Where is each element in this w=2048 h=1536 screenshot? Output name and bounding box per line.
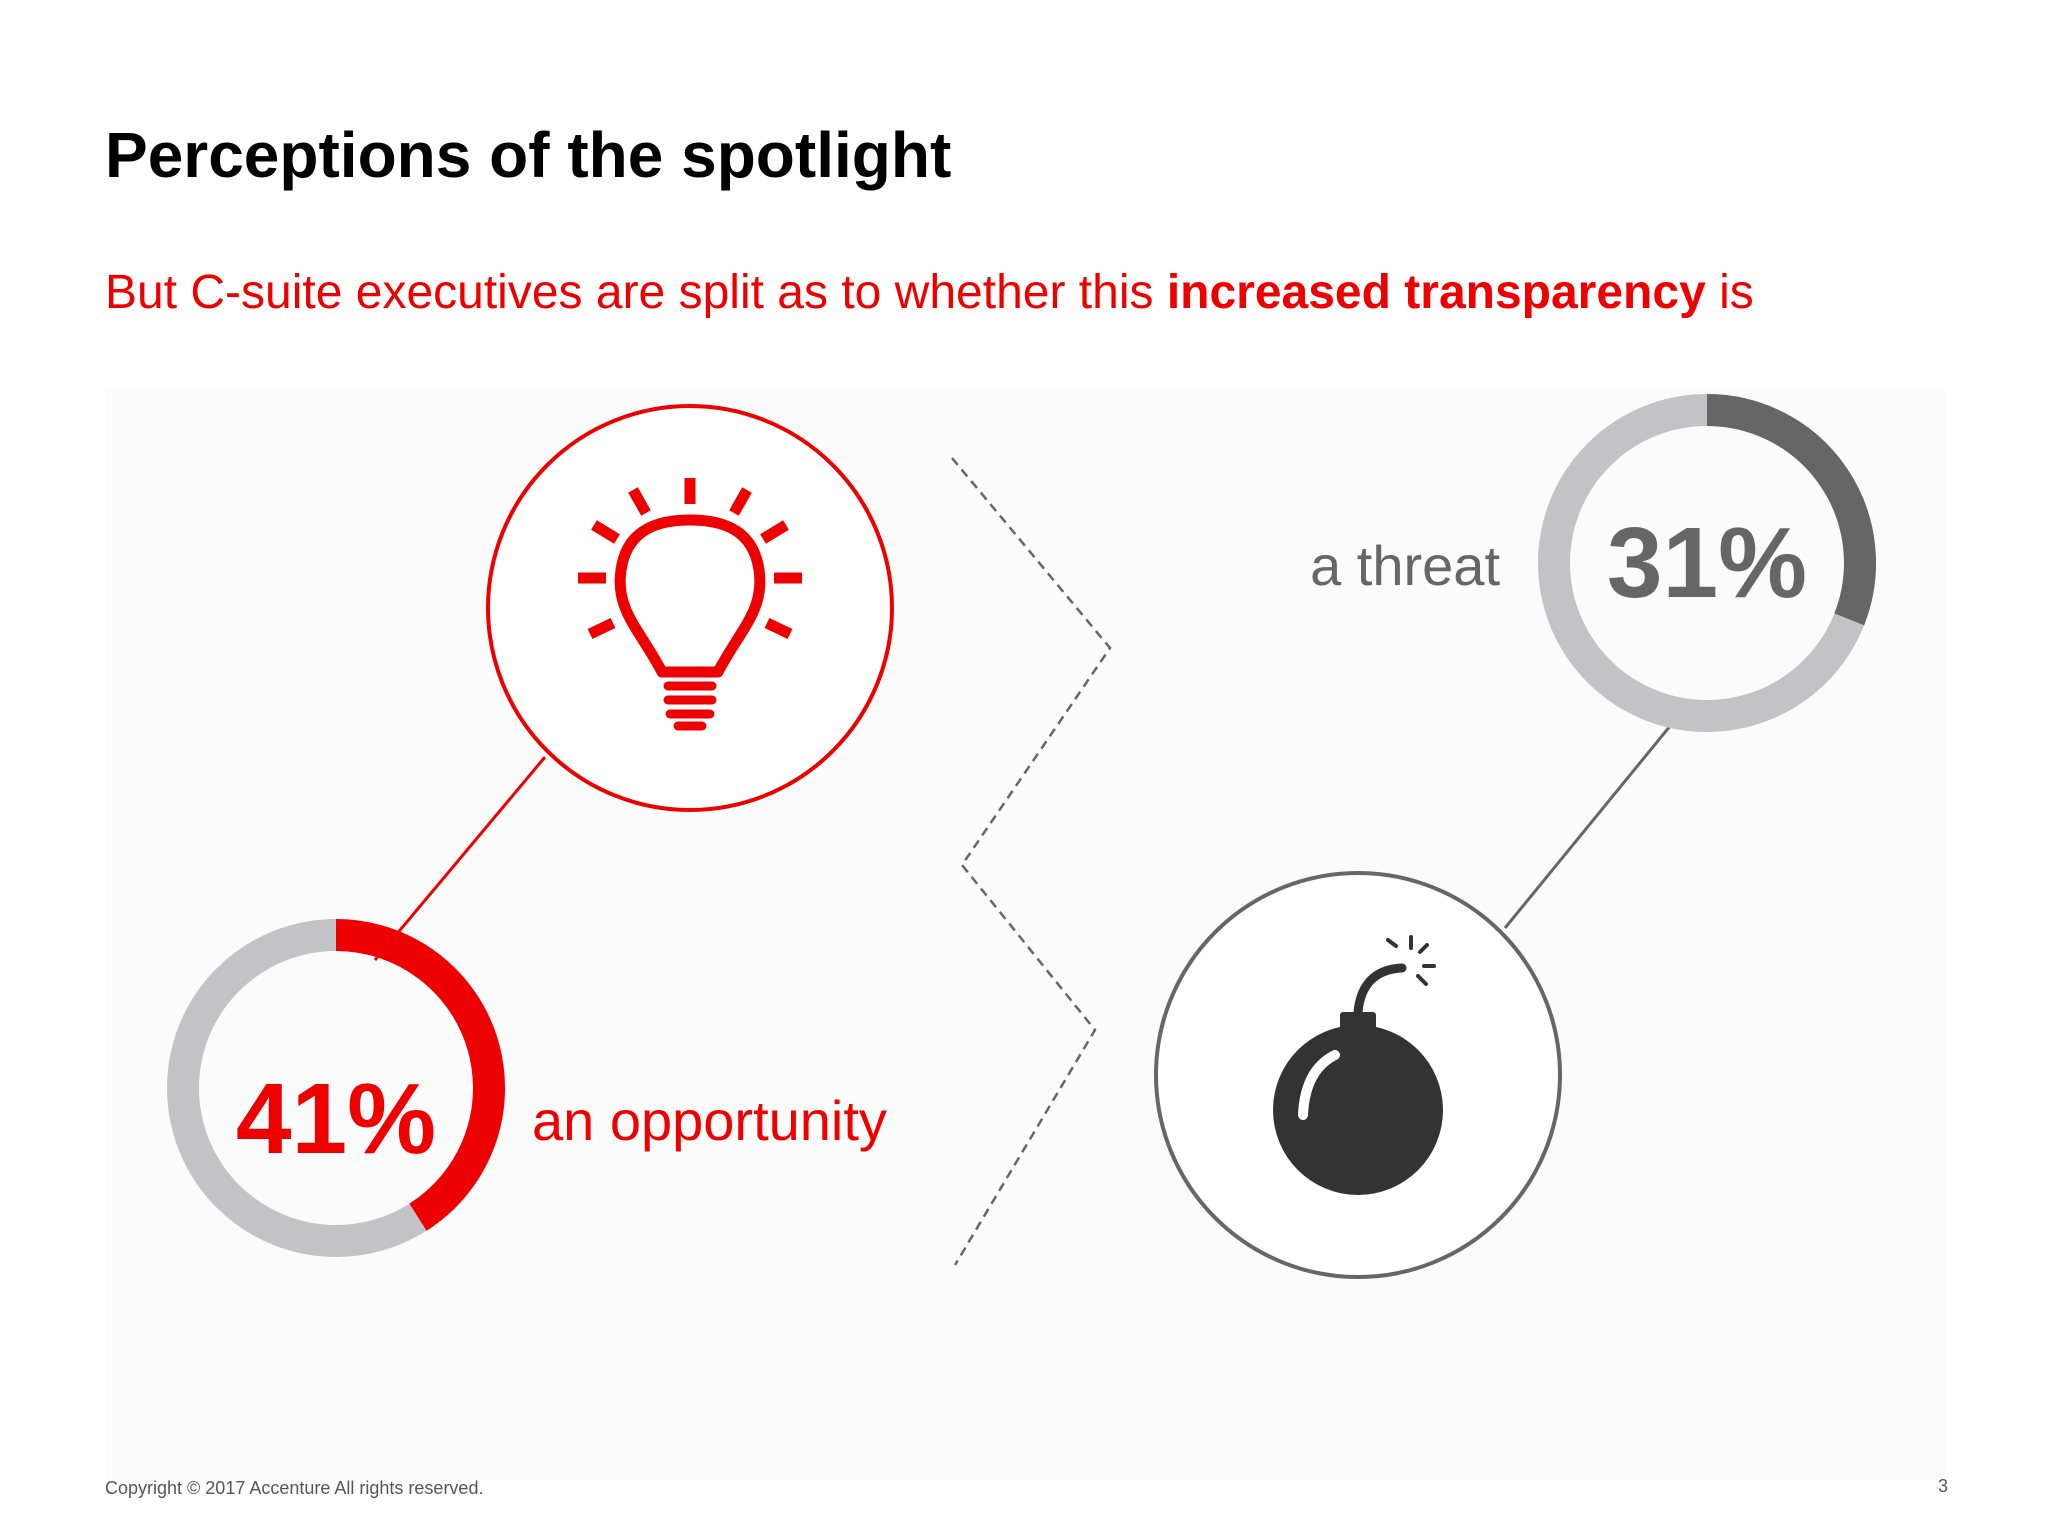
- opportunity-caption: an opportunity: [532, 1089, 887, 1152]
- threat-connector: [1503, 719, 1677, 929]
- zigzag-divider: [951, 457, 1112, 1266]
- opportunity-value-label: 41%: [236, 1063, 436, 1175]
- threat-caption: a threat: [1310, 534, 1500, 597]
- threat-value-label: 31%: [1607, 507, 1807, 619]
- subtitle-end: is: [1705, 266, 1754, 319]
- page-title: Perceptions of the spotlight: [105, 119, 952, 191]
- threat-donut: [1538, 394, 1876, 732]
- copyright-text: Copyright © 2017 Accenture All rights re…: [105, 1478, 484, 1498]
- opportunity-connector: [373, 756, 547, 961]
- subtitle-text: But C-suite executives are split as to w…: [105, 266, 1167, 319]
- content-panel: [105, 390, 1945, 1480]
- bomb-icon: [1273, 935, 1443, 1195]
- donut-value-arc: [1706, 394, 1876, 626]
- lightbulb-icon: [578, 478, 802, 731]
- page-subtitle: But C-suite executives are split as to w…: [105, 265, 1754, 320]
- donut-value-arc: [335, 919, 505, 1231]
- page-number: 3: [1938, 1476, 1949, 1496]
- subtitle-emphasis: increased transparency: [1166, 266, 1706, 319]
- opportunity-donut: [167, 919, 505, 1257]
- opportunity-icon-circle: [486, 404, 894, 812]
